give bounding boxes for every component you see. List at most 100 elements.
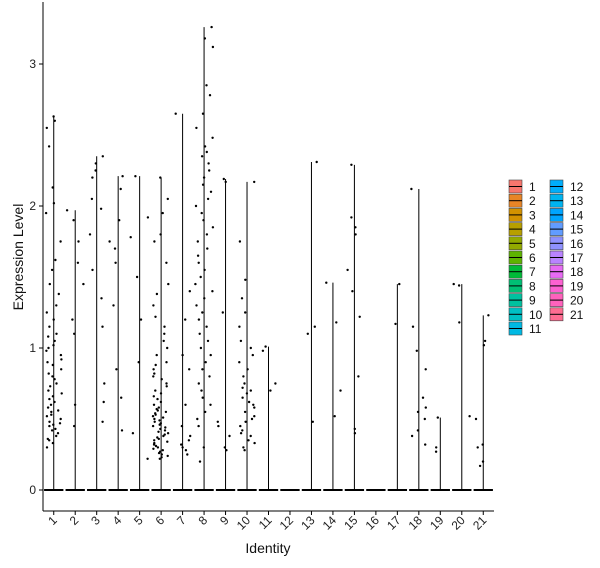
point-5-7 [146,457,149,460]
x-tick-label-10: 10 [234,513,254,533]
point-8-33 [197,318,201,321]
point-1-51 [55,434,58,438]
point-10-13 [241,386,244,389]
legend-label-19: 19 [570,279,584,293]
violin-group-19 [430,416,450,491]
point-15-2 [354,226,357,229]
violin-group-8 [194,25,215,491]
point-6-22 [165,385,168,388]
point-14-1 [335,321,338,324]
point-18-10 [424,443,427,446]
x-tick-label-6: 6 [153,513,168,528]
point-8-39 [204,361,207,364]
point-11-2 [274,382,277,385]
point-10-31 [243,449,246,452]
point-1-53 [48,439,51,442]
point-1-21 [45,349,48,352]
point-6-23 [154,389,157,392]
violin-group-20 [452,282,472,491]
legend-label-3: 3 [529,208,536,222]
point-6-11 [163,332,166,335]
point-10-18 [252,403,255,406]
point-8-17 [194,204,198,208]
point-8-15 [209,190,213,193]
legend-label-5: 5 [529,237,536,251]
point-6-53 [166,440,169,443]
legend-label-12: 12 [570,180,584,194]
point-1-30 [55,382,58,385]
point-7-9 [180,443,183,446]
point-8-38 [209,353,212,357]
legend-label-8: 8 [529,279,536,293]
point-6-20 [160,378,163,381]
point-8-46 [204,410,207,414]
point-8-14 [201,183,205,186]
violin-group-2 [65,209,85,491]
legend-label-20: 20 [570,294,584,308]
point-1-1 [53,119,56,123]
x-tick-label-20: 20 [449,513,469,533]
point-1-41 [50,413,53,416]
x-tick-label-9: 9 [217,513,232,528]
legend-label-11: 11 [529,322,542,336]
point-8-11 [207,162,210,165]
x-axis-title: Identity [245,540,290,556]
point-2-7 [73,403,77,406]
point-8-41 [208,375,211,378]
point-13-3 [311,420,314,423]
point-1-37 [49,403,53,406]
point-8-10 [200,155,204,158]
point-1-17 [47,335,50,338]
point-6-37 [153,417,156,421]
point-5-1 [146,216,150,219]
point-6-64 [160,456,163,459]
point-8-20 [211,226,215,229]
point-1-32 [47,389,50,392]
x-tick-label-8: 8 [196,513,211,528]
point-21-4 [481,443,484,446]
point-6-15 [165,361,168,364]
violin-group-14 [323,281,343,491]
point-7-7 [189,434,192,438]
point-10-8 [251,353,254,357]
point-6-36 [161,416,165,419]
point-1-22 [59,353,63,357]
point-1-39 [57,409,60,412]
point-8-49 [202,446,205,449]
legend-label-16: 16 [570,237,584,251]
x-axis: 1 2 3 4 5 6 7 8 9 10 11 12 13 14 15 16 17 18 19 20 21 [43,510,494,533]
legend-label-4: 4 [529,223,536,237]
point-6-31 [156,409,159,412]
violin-group-10 [237,180,257,491]
point-2-8 [73,424,76,428]
point-3-6 [88,233,92,236]
point-6-55 [152,443,156,446]
point-8-47 [196,417,199,421]
point-18-1 [411,325,415,328]
point-6-27 [159,400,163,404]
point-7-5 [184,403,187,406]
point-11-1 [261,349,265,352]
point-8-22 [196,240,199,243]
point-8-27 [199,275,202,279]
point-2-1 [72,219,75,222]
point-8-29 [211,290,214,293]
point-6-38 [158,419,161,422]
point-4-6 [112,304,115,307]
point-8-50 [198,460,202,463]
point-1-23 [60,358,63,361]
point-6-10 [163,325,166,328]
point-3-2 [94,169,97,172]
point-8-25 [197,261,200,264]
point-10-14 [249,389,252,392]
point-1-48 [54,427,57,431]
violin-group-5 [129,175,150,491]
point-6-21 [165,382,168,385]
x-tick-label-11: 11 [256,513,275,532]
point-10-3 [240,297,244,300]
point-6-42 [151,424,155,428]
point-8-16 [206,197,210,201]
point-1-55 [45,446,49,449]
legend-label-21: 21 [570,308,584,322]
point-3-0 [101,155,105,158]
